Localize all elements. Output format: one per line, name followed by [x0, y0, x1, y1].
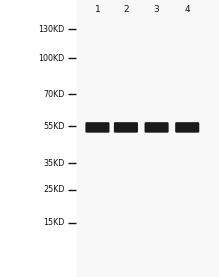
Text: 35KD: 35KD [43, 159, 65, 168]
Text: 4: 4 [184, 5, 190, 14]
Text: 25KD: 25KD [43, 185, 65, 194]
Text: 130KD: 130KD [38, 25, 65, 34]
Text: 70KD: 70KD [43, 90, 65, 99]
FancyBboxPatch shape [85, 122, 110, 133]
FancyBboxPatch shape [175, 122, 199, 133]
Bar [77, 0, 219, 277]
Text: 15KD: 15KD [43, 219, 65, 227]
Text: 55KD: 55KD [43, 122, 65, 130]
Text: 100KD: 100KD [38, 54, 65, 63]
FancyBboxPatch shape [114, 122, 138, 133]
Text: 1: 1 [95, 5, 100, 14]
Text: 3: 3 [154, 5, 159, 14]
Text: 2: 2 [123, 5, 129, 14]
FancyBboxPatch shape [145, 122, 169, 133]
